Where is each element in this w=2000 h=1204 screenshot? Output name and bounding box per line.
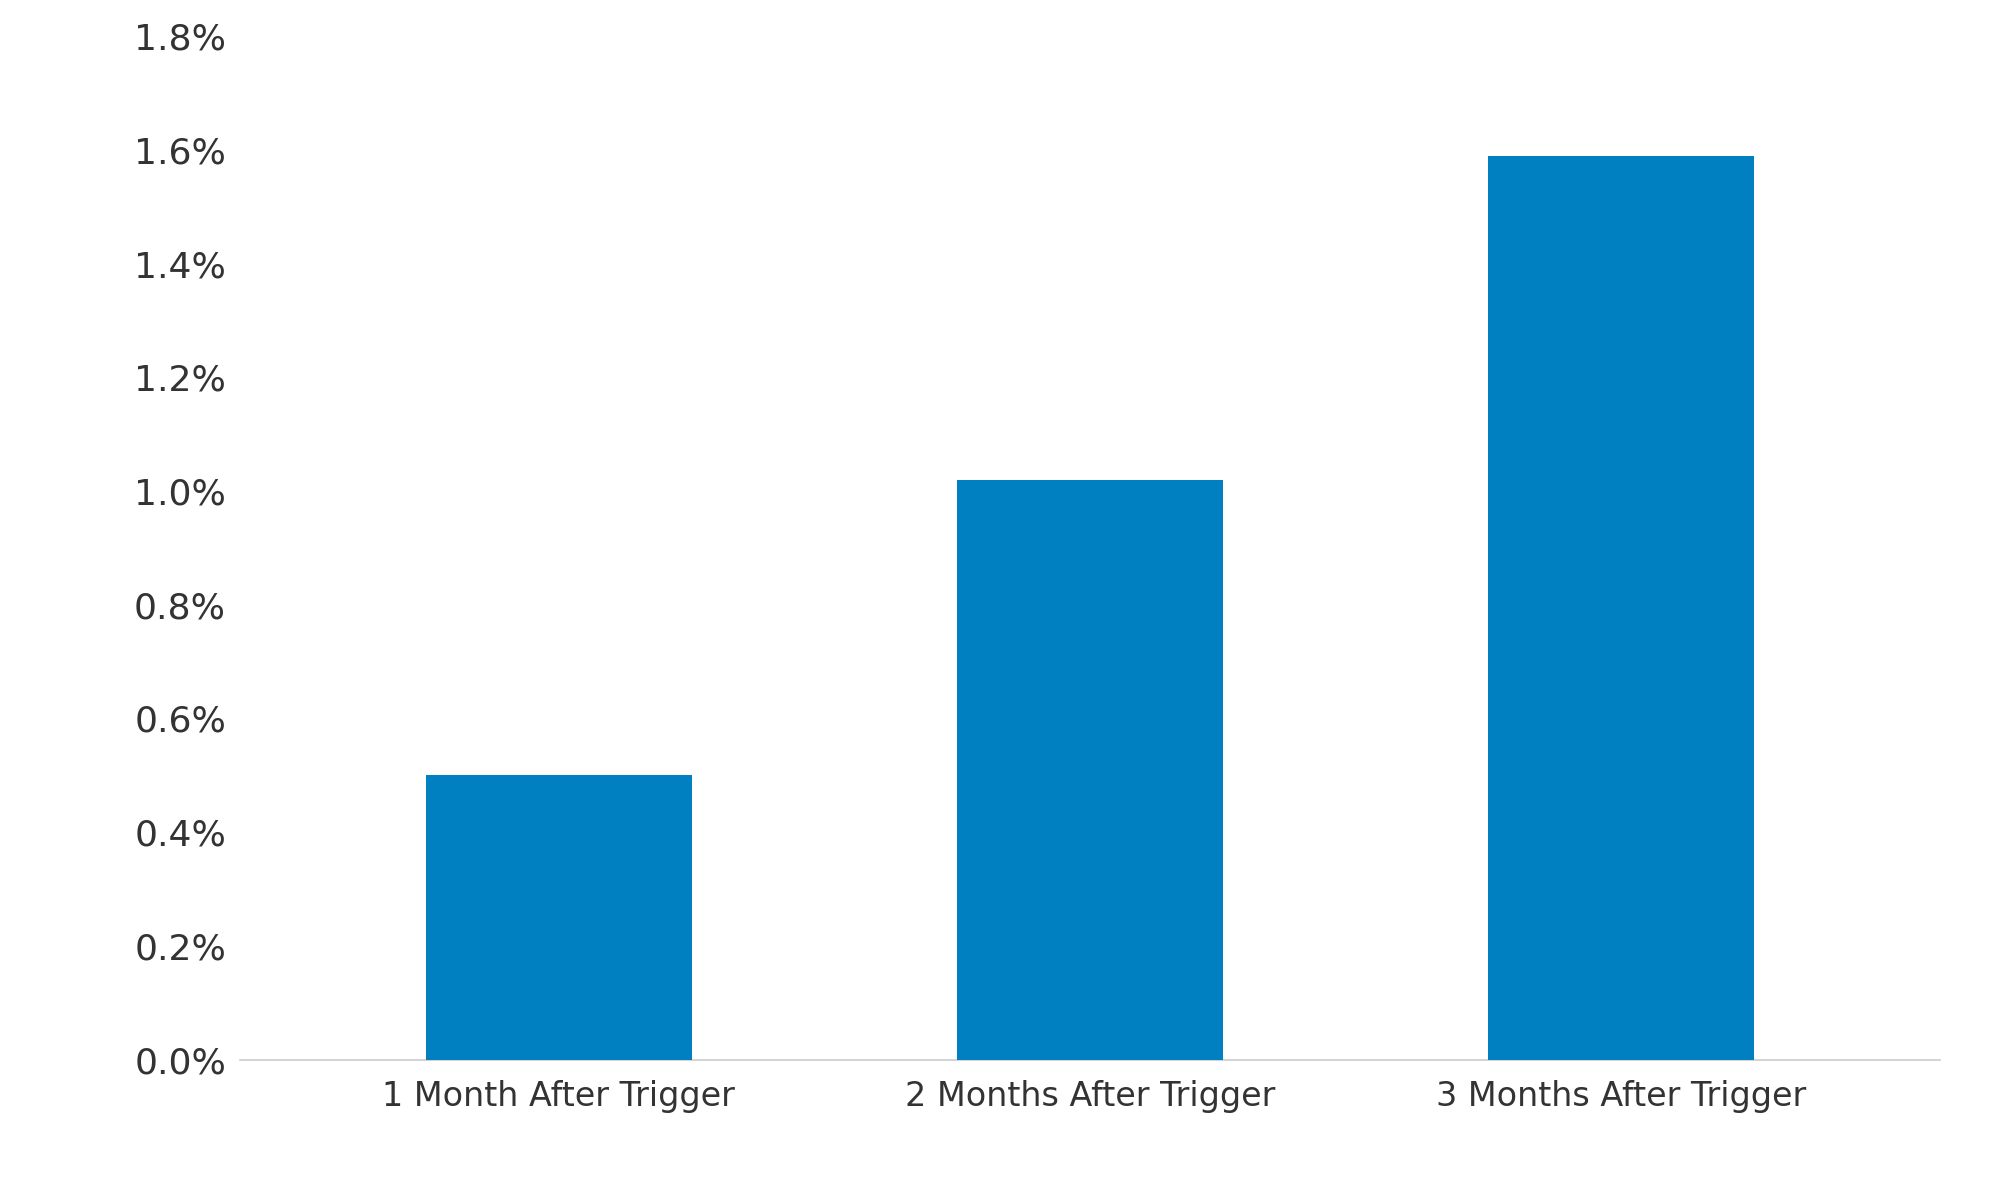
Bar bbox=[426, 775, 692, 1060]
Bar bbox=[1488, 155, 1754, 1060]
Bar bbox=[958, 479, 1222, 1060]
